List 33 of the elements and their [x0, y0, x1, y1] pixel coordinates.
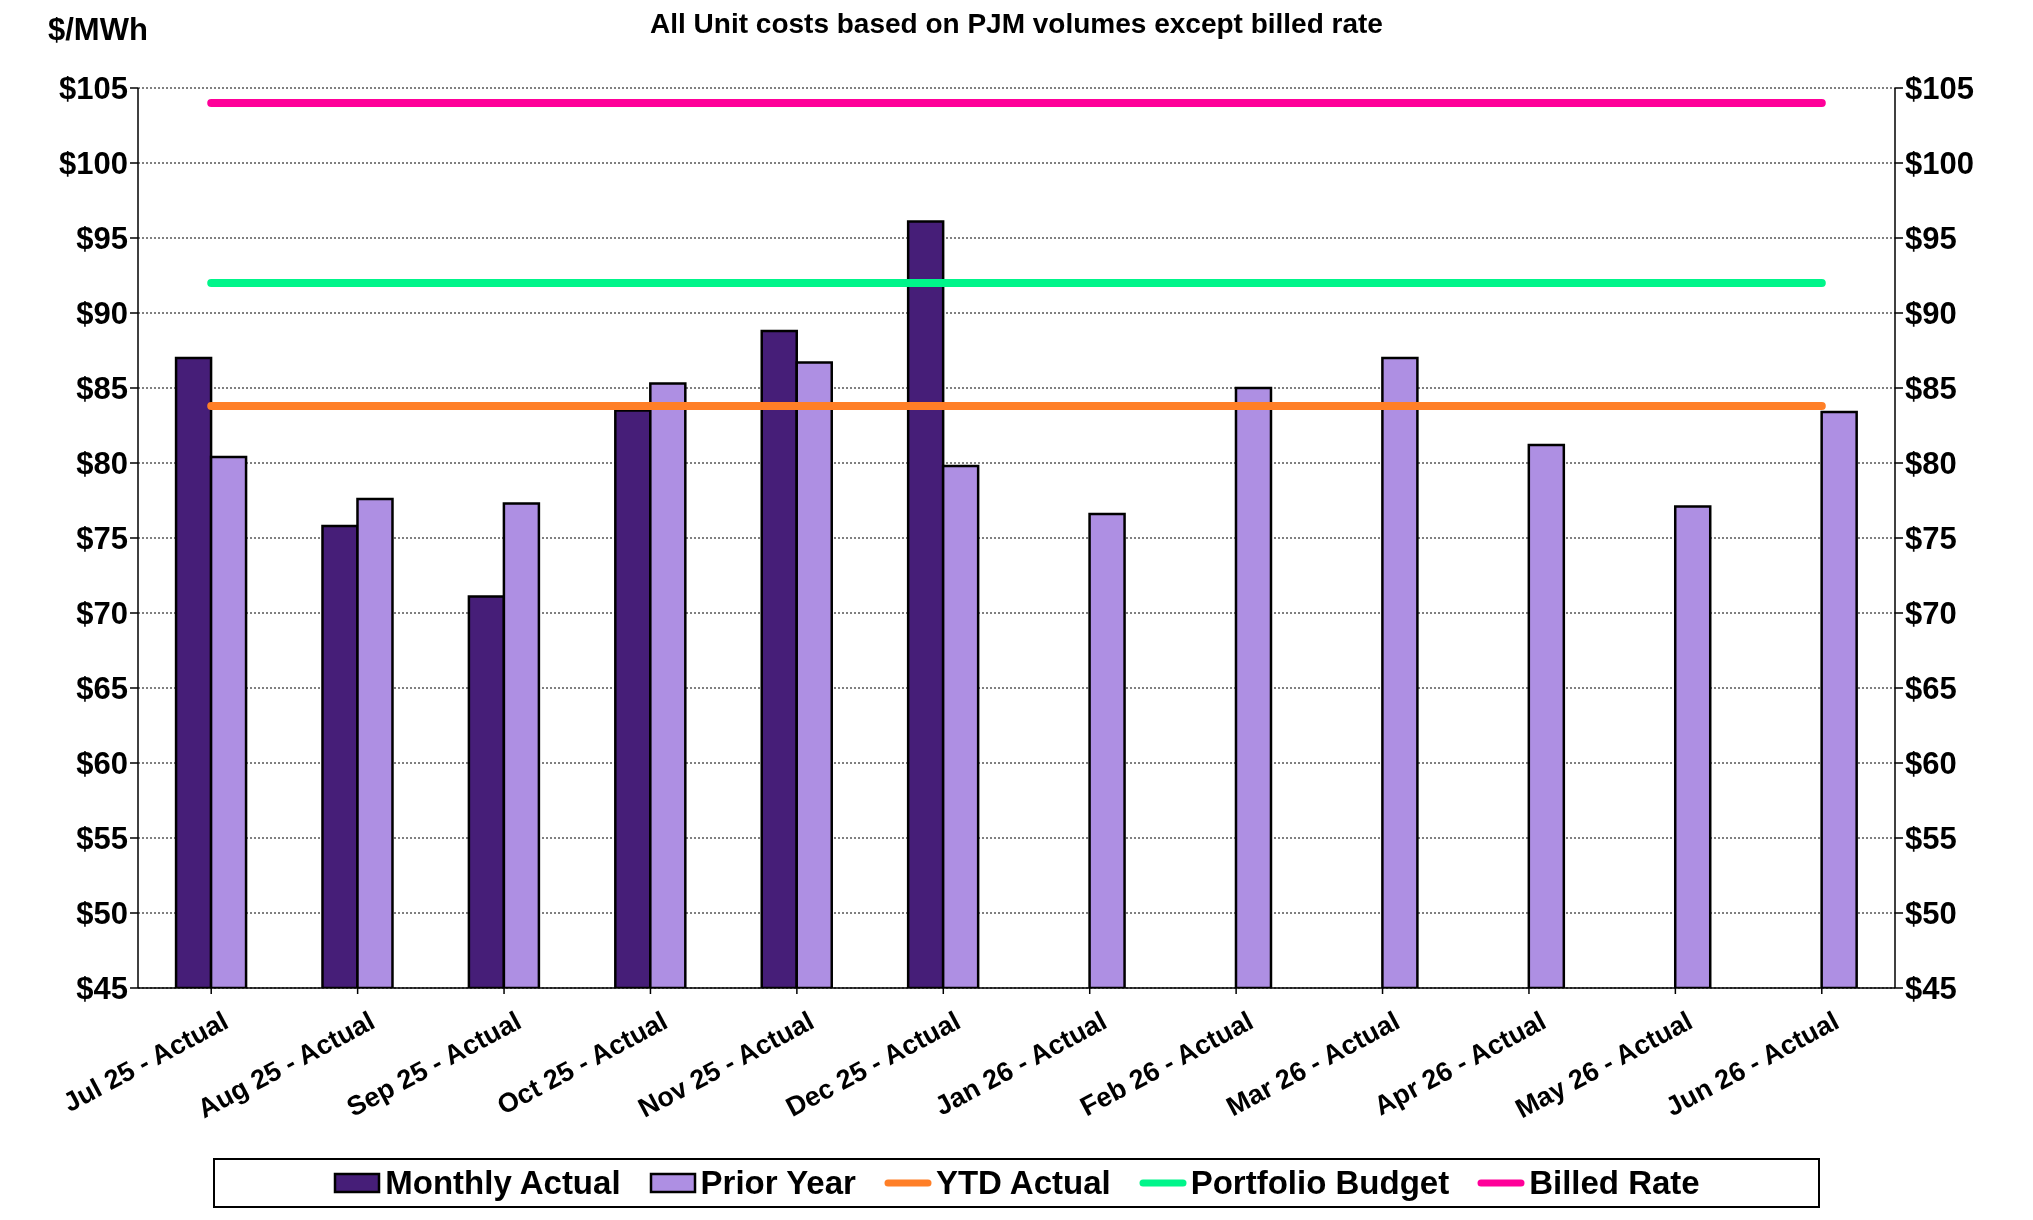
legend-label: Prior Year	[699, 1164, 856, 1202]
y-axis-title: $/MWh	[48, 12, 148, 48]
legend-label: YTD Actual	[934, 1164, 1111, 1202]
y-tick-label: $70	[76, 596, 128, 632]
y-tick-label: $75	[76, 521, 128, 557]
y2-tick-label: $50	[1905, 896, 1957, 932]
y2-tick-label: $45	[1905, 971, 1957, 1007]
y-tick-label: $100	[59, 146, 128, 182]
legend-label: Portfolio Budget	[1189, 1164, 1450, 1202]
y2-tick-label: $85	[1905, 371, 1957, 407]
y2-tick-label: $105	[1905, 71, 1974, 107]
chart-title: All Unit costs based on PJM volumes except billed rate	[650, 8, 1383, 39]
y2-tick-label: $100	[1905, 146, 1974, 182]
y-tick-label: $95	[76, 221, 128, 257]
y2-tick-label: $60	[1905, 746, 1957, 782]
y-tick-label: $55	[76, 821, 128, 857]
y2-tick-label: $80	[1905, 446, 1957, 482]
y-tick-label: $80	[76, 446, 128, 482]
y2-tick-label: $95	[1905, 221, 1957, 257]
y-tick-label: $45	[76, 971, 128, 1007]
y2-tick-label: $65	[1905, 671, 1957, 707]
y-tick-label: $90	[76, 296, 128, 332]
legend-label: Billed Rate	[1528, 1164, 1700, 1202]
y-tick-label: $105	[59, 71, 128, 107]
y-tick-label: $85	[76, 371, 128, 407]
y-tick-label: $65	[76, 671, 128, 707]
legend-label: Monthly Actual	[384, 1164, 621, 1202]
y2-tick-label: $75	[1905, 521, 1957, 557]
y-tick-label: $50	[76, 896, 128, 932]
y2-tick-label: $55	[1905, 821, 1957, 857]
y2-tick-label: $90	[1905, 296, 1957, 332]
y-tick-label: $60	[76, 746, 128, 782]
y2-tick-label: $70	[1905, 596, 1957, 632]
